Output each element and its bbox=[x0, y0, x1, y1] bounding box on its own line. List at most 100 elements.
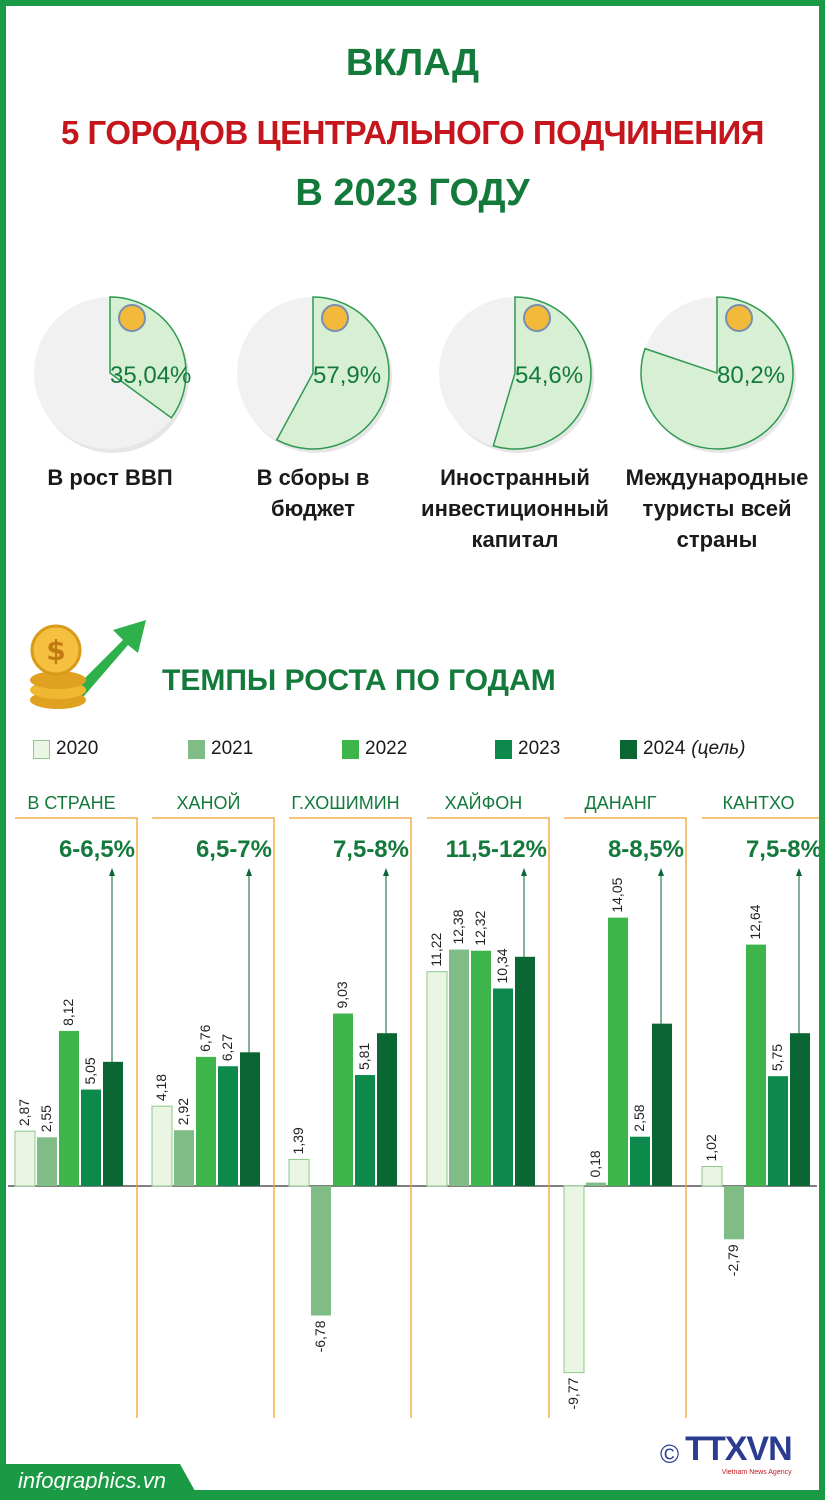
bar-value-label: -9,77 bbox=[565, 1377, 581, 1409]
legend-swatch bbox=[495, 739, 512, 759]
city-label: В СТРАНЕ bbox=[27, 793, 116, 813]
bar-2024 bbox=[652, 1023, 672, 1186]
target-2024-label: 6,5-7% bbox=[195, 836, 272, 863]
bank-icon bbox=[321, 304, 349, 332]
bar-2021 bbox=[37, 1137, 57, 1186]
bar-2020 bbox=[151, 1105, 173, 1187]
pie-slice bbox=[640, 296, 794, 450]
arrow-head-icon bbox=[109, 868, 115, 876]
bar-value-label: 12,38 bbox=[450, 909, 466, 944]
pie-3: 54,6% bbox=[420, 290, 610, 460]
bar-value-label: 2,87 bbox=[16, 1099, 32, 1126]
city-label: Г.ХОШИМИН bbox=[291, 793, 400, 813]
bar-value-label: -6,78 bbox=[312, 1320, 328, 1352]
bar-value-label: 5,81 bbox=[356, 1043, 372, 1070]
pie-label: Международные туристы всей страны bbox=[625, 465, 809, 552]
copyright-symbol: © bbox=[660, 1438, 680, 1469]
bar-value-label: 12,32 bbox=[472, 910, 488, 945]
bar-2020 bbox=[701, 1166, 723, 1187]
bar-2023 bbox=[768, 1076, 788, 1186]
title-line-2: 5 ГОРОДОВ ЦЕНТРАЛЬНОГО ПОДЧИНЕНИЯ bbox=[61, 114, 764, 151]
target-2024-label: 11,5-12% bbox=[445, 836, 547, 863]
legend-item-2021: 2021 bbox=[188, 738, 253, 760]
city-label: КАНТХО bbox=[722, 793, 795, 813]
bar-2022 bbox=[59, 1030, 79, 1186]
arrow-head-icon bbox=[658, 868, 664, 876]
legend-suffix: (цель) bbox=[691, 738, 746, 759]
growth-coins-arrow-icon: $ bbox=[30, 620, 146, 709]
pie-1: 35,04% bbox=[15, 290, 205, 460]
bar-2021 bbox=[311, 1186, 331, 1316]
bar-2020 bbox=[426, 971, 448, 1187]
footer-site: infographics.vn bbox=[0, 1464, 200, 1500]
bar-2021 bbox=[724, 1186, 744, 1240]
target-2024-label: 8-8,5% bbox=[607, 836, 684, 863]
bar-2020 bbox=[288, 1158, 310, 1187]
legend-label: 2023 bbox=[518, 738, 561, 759]
bar-value-label: 0,18 bbox=[587, 1150, 603, 1177]
pie-value: 80,2% bbox=[717, 362, 785, 389]
bar-2023 bbox=[493, 988, 513, 1186]
bar-2021 bbox=[586, 1182, 606, 1186]
bar-2023 bbox=[630, 1136, 650, 1186]
city-label: ХАНОЙ bbox=[176, 793, 241, 813]
legend-label: 2024 bbox=[643, 738, 686, 759]
bar-2023 bbox=[81, 1089, 101, 1186]
group-frame bbox=[427, 817, 550, 1418]
bar-value-label: 6,27 bbox=[219, 1034, 235, 1061]
pie-label: Иностранный инвестиционный капитал bbox=[421, 465, 609, 552]
bar-2024 bbox=[790, 1033, 810, 1186]
group-frame bbox=[152, 817, 275, 1418]
arrow-head-icon bbox=[383, 868, 389, 876]
bar-value-label: 6,76 bbox=[197, 1024, 213, 1051]
bar-2022 bbox=[746, 944, 766, 1186]
pie-slice bbox=[275, 296, 390, 450]
title-line-1: ВКЛАД bbox=[345, 42, 480, 84]
bar-value-label: 8,12 bbox=[60, 998, 76, 1025]
legend-item-2024: 2024 (цель) bbox=[620, 738, 745, 760]
city-label: ХАЙФОН bbox=[444, 793, 523, 813]
agency-logo: © TTXVN Vietnam News Agency bbox=[660, 1430, 793, 1478]
group-frame bbox=[564, 817, 687, 1418]
legend-item-2020: 2020 bbox=[33, 738, 98, 760]
bar-2020 bbox=[14, 1130, 36, 1187]
arrow-head-icon bbox=[796, 868, 802, 876]
target-2024-label: 7,5-8% bbox=[332, 836, 409, 863]
bar-value-label: 2,92 bbox=[175, 1098, 191, 1125]
bar-value-label: 5,05 bbox=[82, 1057, 98, 1084]
hand-coin-icon bbox=[523, 304, 551, 332]
bar-value-label: 12,64 bbox=[747, 904, 763, 939]
bar-value-label: 1,39 bbox=[290, 1127, 306, 1154]
legend-swatch bbox=[342, 739, 359, 759]
pie-4: 80,2% bbox=[622, 290, 812, 460]
arrow-head-icon bbox=[521, 868, 527, 876]
arrow-head-icon bbox=[246, 868, 252, 876]
pie-value: 54,6% bbox=[515, 362, 583, 389]
legend-label: 2020 bbox=[56, 738, 99, 759]
legend-swatch bbox=[620, 739, 637, 759]
bar-2020 bbox=[563, 1185, 585, 1374]
pie-label: В сборы в бюджет bbox=[256, 465, 370, 521]
bar-2021 bbox=[174, 1130, 194, 1186]
bar-2024 bbox=[515, 956, 535, 1186]
group-frame bbox=[15, 817, 138, 1418]
tourist-icon bbox=[725, 304, 753, 332]
legend-label: 2021 bbox=[211, 738, 254, 759]
legend-item-2023: 2023 bbox=[495, 738, 560, 760]
pie-value: 35,04% bbox=[110, 362, 191, 389]
bar-value-label: 9,03 bbox=[334, 981, 350, 1008]
bar-2022 bbox=[196, 1056, 216, 1186]
pie-label: В рост ВВП bbox=[47, 465, 173, 490]
gdp-chart-icon bbox=[118, 304, 146, 332]
bar-2023 bbox=[218, 1066, 238, 1186]
legend-item-2022: 2022 bbox=[342, 738, 407, 760]
section-title: ТЕМПЫ РОСТА ПО ГОДАМ bbox=[162, 664, 556, 697]
legend-label: 2022 bbox=[365, 738, 408, 759]
bar-2023 bbox=[355, 1075, 375, 1186]
bar-2024 bbox=[103, 1061, 123, 1186]
legend-swatch bbox=[33, 739, 50, 759]
agency-subtitle: Vietnam News Agency bbox=[721, 1469, 792, 1476]
pie-2: 57,9% bbox=[218, 290, 408, 460]
bar-2024 bbox=[240, 1052, 260, 1186]
